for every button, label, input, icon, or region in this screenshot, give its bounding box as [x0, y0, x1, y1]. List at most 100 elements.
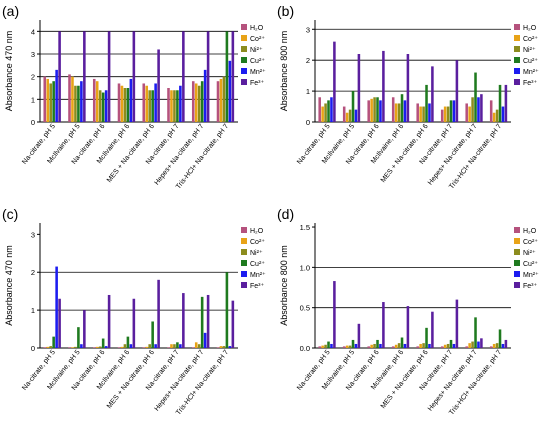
- bar: [194, 342, 198, 348]
- bar: [425, 327, 428, 348]
- legend-swatch: [241, 68, 247, 74]
- bar: [58, 31, 61, 122]
- bar: [327, 341, 330, 348]
- y-tick-label: 0.0: [300, 344, 310, 353]
- y-axis-title: Absorbance 470 nm: [4, 31, 14, 112]
- bar: [154, 344, 157, 348]
- legend-swatch: [514, 271, 520, 277]
- legend-swatch: [514, 79, 520, 85]
- bar: [422, 106, 425, 122]
- bar: [95, 81, 99, 122]
- bar: [495, 343, 499, 348]
- bar: [132, 298, 136, 348]
- bar: [194, 83, 198, 122]
- legend-label: Cu²⁺: [523, 58, 538, 65]
- legend-label: H₂O: [523, 25, 537, 32]
- bar: [474, 317, 477, 348]
- legend-swatch: [241, 57, 247, 63]
- bar: [443, 344, 447, 348]
- legend-label: Cu²⁺: [250, 58, 265, 65]
- y-tick-label: 1: [31, 306, 35, 315]
- bar: [498, 329, 502, 348]
- bar: [431, 311, 434, 348]
- legend-swatch: [241, 271, 247, 277]
- bar: [397, 103, 401, 122]
- legend-swatch: [241, 260, 247, 266]
- bar: [406, 54, 410, 122]
- legend-swatch: [514, 249, 520, 255]
- panel-letter: (a): [2, 3, 19, 19]
- bar: [157, 49, 160, 122]
- bar: [446, 343, 450, 348]
- legend-swatch: [241, 24, 247, 30]
- bar: [68, 347, 71, 348]
- bar: [77, 327, 80, 348]
- bar: [200, 296, 204, 348]
- bar: [367, 100, 370, 122]
- bar: [107, 294, 111, 348]
- y-tick-label: 2: [31, 268, 35, 277]
- bar: [397, 343, 401, 348]
- y-tick-label: 2: [31, 73, 35, 82]
- bar: [400, 337, 404, 348]
- bar: [117, 83, 121, 122]
- bar: [68, 74, 71, 122]
- legend-swatch: [514, 227, 520, 233]
- bar: [468, 343, 471, 348]
- bar: [471, 341, 474, 348]
- legend-label: Fe³⁺: [523, 283, 538, 290]
- bar: [419, 106, 422, 122]
- bar: [455, 60, 459, 122]
- bar: [148, 344, 151, 348]
- bar: [71, 347, 74, 348]
- bar: [95, 346, 99, 348]
- bar: [428, 103, 431, 122]
- bar: [126, 336, 130, 348]
- bar: [179, 85, 182, 122]
- bar: [382, 50, 385, 123]
- y-tick-label: 1: [306, 87, 310, 96]
- bar: [104, 90, 108, 122]
- bar: [354, 109, 358, 122]
- bar: [120, 346, 124, 348]
- bar: [333, 281, 336, 348]
- bar: [480, 94, 483, 122]
- bar: [83, 310, 86, 348]
- legend-swatch: [514, 238, 520, 244]
- bar: [77, 85, 80, 122]
- legend-swatch: [241, 46, 247, 52]
- bar: [173, 344, 176, 348]
- legend-swatch: [514, 57, 520, 63]
- bar: [55, 69, 58, 122]
- bar: [440, 346, 444, 348]
- bar: [43, 347, 47, 348]
- bar: [129, 78, 133, 122]
- bar: [373, 97, 376, 122]
- bar: [449, 339, 453, 348]
- bar: [101, 92, 105, 122]
- bar: [416, 103, 419, 122]
- bar: [225, 272, 229, 348]
- y-axis-title: Absorbance 470 nm: [4, 245, 14, 326]
- legend-label: Co²⁺: [523, 239, 538, 246]
- bar: [145, 346, 149, 348]
- bar: [428, 343, 431, 348]
- bar: [324, 344, 327, 348]
- legend-label: Mn²⁺: [250, 69, 266, 76]
- bar: [206, 31, 210, 122]
- bar: [357, 323, 361, 348]
- bar: [49, 346, 52, 348]
- bar: [200, 81, 204, 122]
- legend-swatch: [514, 35, 520, 41]
- legend-swatch: [514, 282, 520, 288]
- bar: [43, 76, 47, 122]
- panel-letter: (c): [2, 206, 18, 222]
- bar: [176, 90, 179, 122]
- bar: [379, 343, 382, 348]
- legend-label: Ni²⁺: [250, 250, 263, 257]
- legend-label: Co²⁺: [250, 36, 265, 43]
- bar: [394, 344, 398, 348]
- bar: [321, 345, 324, 348]
- bar: [142, 83, 146, 122]
